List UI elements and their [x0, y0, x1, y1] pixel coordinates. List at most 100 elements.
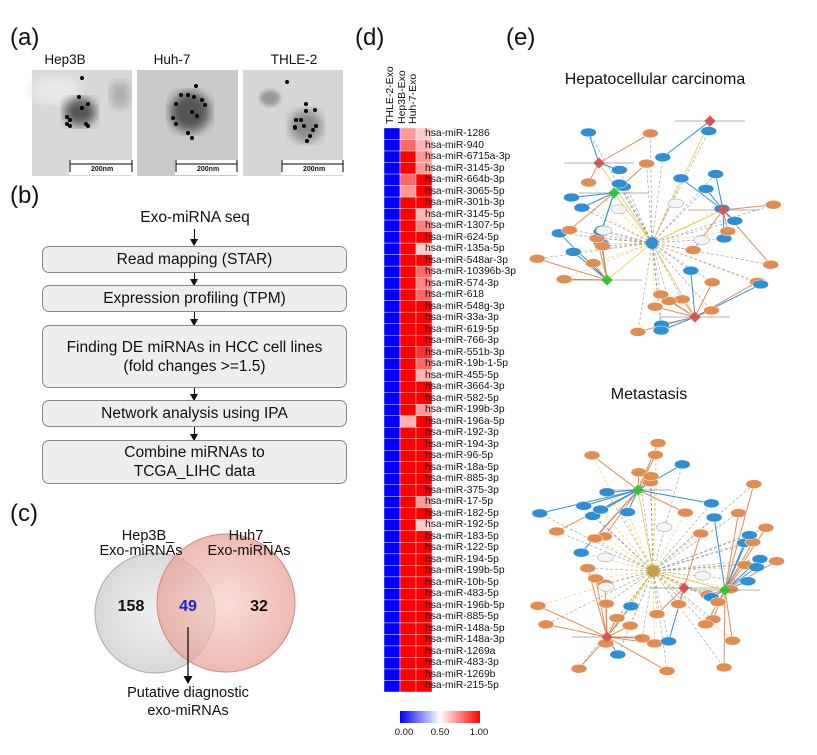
- heatmap-row-label: hsa-miR-455-5p: [425, 369, 499, 381]
- network-edge: [650, 133, 653, 244]
- upregulated-gene-node: [584, 258, 602, 268]
- upregulated-gene-node: [719, 226, 737, 236]
- upregulated-gene-node: [586, 533, 604, 544]
- network-edge: [652, 570, 668, 671]
- network-title-hcc: Hepatocellular carcinoma: [564, 71, 746, 88]
- venn-count-huh7-only: 32: [250, 598, 268, 615]
- upregulated-gene-node: [765, 200, 782, 210]
- network-edge: [537, 570, 654, 607]
- image-title-huh7: Huh-7: [153, 52, 191, 67]
- heatmap-row-label: hsa-miR-148a-5p: [425, 622, 505, 634]
- network-edge: [537, 242, 653, 260]
- network-edge: [637, 489, 712, 504]
- network-edge: [652, 534, 750, 572]
- heatmap-row-label: hsa-miR-6715a-3p: [425, 151, 511, 163]
- network-edge: [651, 173, 716, 244]
- network-edge: [537, 258, 608, 281]
- panel-b-label: (b): [10, 182, 40, 209]
- network-edge: [573, 242, 653, 253]
- network-edge: [652, 570, 669, 642]
- step-text: Combine miRNAs to: [124, 444, 265, 461]
- downregulated-gene-node: [622, 601, 640, 612]
- micrograph-huh7: [137, 70, 238, 176]
- network-edge: [613, 192, 653, 244]
- venn-annotation-1: Putative diagnostic: [127, 685, 249, 701]
- neutral-gene-node: [655, 522, 673, 532]
- colorbar-tick: 0.00: [394, 727, 414, 738]
- heatmap-row-label: hsa-miR-940: [425, 139, 484, 151]
- step-text: TCGA_LIHC data: [133, 463, 256, 480]
- heatmap-row-label: hsa-miR-194-3p: [425, 438, 499, 450]
- image-title-hep3b: Hep3B: [44, 52, 86, 67]
- network-edge: [606, 492, 654, 572]
- network-edge: [652, 541, 753, 572]
- upregulated-gene-node: [670, 599, 687, 609]
- downregulated-gene-node: [619, 507, 636, 517]
- upregulated-gene-node: [709, 597, 727, 607]
- network-edge: [652, 443, 659, 572]
- downregulated-gene-node: [580, 127, 597, 138]
- panel-c-label: (c): [10, 500, 38, 527]
- network-edge: [651, 238, 725, 244]
- heatmap-row-label: hsa-miR-766-3p: [425, 335, 499, 347]
- network-edge: [539, 513, 654, 572]
- downregulated-gene-node: [682, 265, 700, 276]
- upregulated-gene-node: [646, 301, 664, 312]
- heatmap-row-label: hsa-miR-3065-5p: [425, 185, 505, 197]
- network-edge: [690, 270, 696, 318]
- network-edge: [638, 472, 654, 572]
- upregulated-gene-node: [555, 274, 573, 285]
- scale-bars: [69, 160, 344, 175]
- network-edge: [652, 560, 777, 572]
- venn-annotation-2: exo-miRNAs: [147, 703, 229, 719]
- upregulated-gene-node: [697, 619, 714, 630]
- network-edge: [606, 570, 654, 604]
- tem-micrographs: [30, 70, 344, 176]
- heatmap-row-label: hsa-miR-483-5p: [425, 588, 499, 600]
- upregulated-gene-node: [579, 563, 596, 573]
- network-edge: [569, 229, 653, 244]
- downregulated-gene-node: [563, 192, 580, 203]
- heatmap-row-label: hsa-miR-96-5p: [425, 450, 494, 462]
- upregulated-gene-node: [652, 289, 669, 300]
- panel-d-label: (d): [355, 24, 385, 51]
- network-edge: [637, 489, 654, 572]
- upregulated-gene-node: [583, 450, 601, 461]
- heatmap-row-label: hsa-miR-196b-5p: [425, 599, 505, 611]
- heatmap-row-label: hsa-miR-885-5p: [425, 611, 499, 623]
- heatmap-row-label: hsa-miR-10396b-3p: [425, 266, 517, 278]
- downregulated-gene-node: [531, 508, 548, 519]
- network-edge: [656, 587, 685, 615]
- pipeline-start: Exo-miRNA seq: [140, 209, 250, 226]
- neutral-gene-node: [595, 225, 613, 236]
- step-text: Network analysis using IPA: [101, 405, 288, 422]
- upregulated-gene-node: [649, 438, 667, 448]
- heatmap-row-label: hsa-miR-3145-5p: [425, 208, 505, 220]
- downregulated-gene-node: [726, 216, 744, 226]
- downregulated-gene-node: [739, 576, 757, 586]
- heatmap-row-label: hsa-miR-624-5p: [425, 231, 499, 243]
- step-text: Read mapping (STAR): [116, 251, 273, 268]
- network-edge: [594, 538, 654, 572]
- venn-label-hep3b-2: Exo-miRNAs: [99, 543, 183, 559]
- venn-circle-huh7: [156, 533, 296, 673]
- network-edge: [604, 570, 654, 585]
- upregulated-gene-node: [633, 633, 651, 644]
- downregulated-gene-node: [705, 512, 723, 523]
- network-edge: [593, 242, 653, 264]
- downregulated-gene-node: [572, 547, 590, 558]
- upregulated-gene-node: [704, 277, 721, 288]
- network-edge: [617, 570, 654, 655]
- arrow-icon: [190, 427, 198, 441]
- venn-label-huh7-2: Exo-miRNAs: [207, 543, 291, 559]
- heatmap-row-label: hsa-miR-664b-3p: [425, 174, 505, 186]
- pipeline-step-combine: Combine miRNAs to TCGA_LIHC data: [42, 440, 347, 484]
- network-edge: [594, 489, 639, 539]
- network-edge: [652, 517, 715, 572]
- pipeline-step-finding-de: Finding DE miRNAs in HCC cell lines (fold…: [42, 325, 347, 388]
- downregulated-gene-node: [741, 530, 758, 540]
- network-edge: [592, 515, 654, 572]
- network-edge: [651, 230, 728, 244]
- network-edge: [651, 242, 662, 325]
- venn-label-hep3b-1: Hep3B_: [121, 528, 175, 544]
